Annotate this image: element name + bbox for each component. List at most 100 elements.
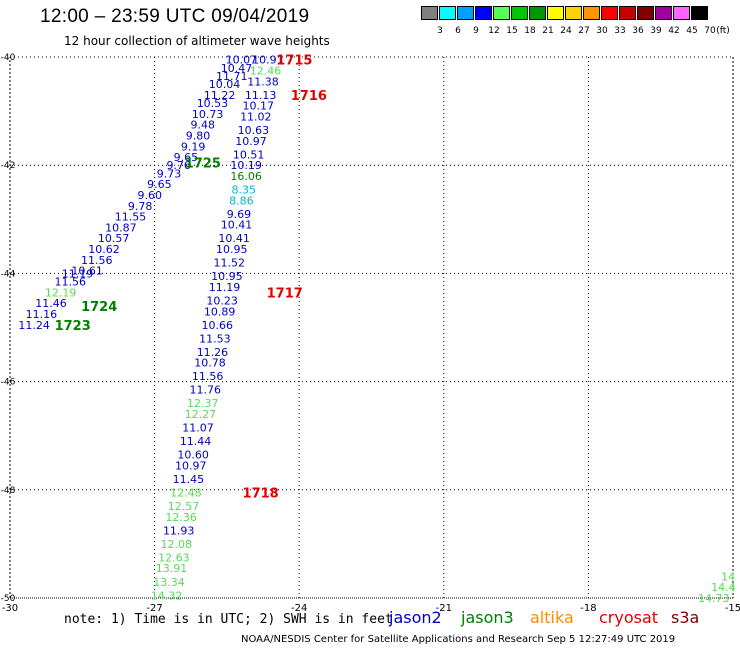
color-swatch-36 <box>619 6 636 20</box>
color-swatch-24 <box>547 6 564 20</box>
wave-height-value: 13.34 <box>153 576 185 589</box>
wave-height-value: 10.17 <box>242 100 274 113</box>
wave-height-value: 10.63 <box>238 124 270 137</box>
map-title: 12:00 – 23:59 UTC 09/04/2019 <box>40 6 310 27</box>
legend-item-s3a: s3a <box>671 608 700 627</box>
color-scale-label: 18 <box>524 26 536 36</box>
wave-height-value: 11.02 <box>240 111 272 124</box>
map-subtitle: 12 hour collection of altimeter wave hei… <box>64 34 330 48</box>
color-swatch-21 <box>529 6 546 20</box>
color-scale-label: 12 <box>488 26 500 36</box>
color-swatch-39 <box>637 6 654 20</box>
color-swatch-6 <box>439 6 456 20</box>
color-scale-label: 30 <box>596 26 608 36</box>
color-scale-label: 39 <box>650 26 662 36</box>
wave-height-value: 12.19 <box>45 286 77 299</box>
wave-height-value: 11.76 <box>189 384 221 397</box>
pass-time-label: 1718 <box>243 487 279 502</box>
color-scale-label: 6 <box>455 26 461 36</box>
wave-height-value: 10.97 <box>175 459 207 472</box>
map-frame <box>9 56 734 599</box>
pass-time-label: 1723 <box>55 319 91 334</box>
lon-tick-label: -24 <box>291 603 307 614</box>
color-swatch-45 <box>673 6 690 20</box>
wave-height-value: 9.65 <box>147 178 172 191</box>
wave-height-value: 10.04 <box>209 78 241 91</box>
lat-tick-label: -40 <box>1 53 16 63</box>
color-scale-label: 70 <box>704 26 716 36</box>
lat-tick-label: -42 <box>1 161 16 171</box>
wave-height-value: 10.51 <box>233 148 265 161</box>
wave-height-value: 10.95 <box>211 270 243 283</box>
wave-height-value: 12.63 <box>158 551 190 564</box>
wave-height-value: 9.80 <box>186 129 211 142</box>
wave-height-value: 12.27 <box>185 408 217 421</box>
wave-height-value: 10.57 <box>98 232 130 245</box>
lat-tick-label: -48 <box>1 486 16 496</box>
wave-height-value: 10.07 <box>226 54 258 67</box>
color-swatch-27 <box>565 6 582 20</box>
pass-time-label: 1716 <box>291 89 327 104</box>
color-swatch-3 <box>421 6 438 20</box>
wave-height-value: 11.26 <box>197 346 229 359</box>
wave-height-value: 9.76 <box>166 159 191 172</box>
wave-height-value: 12.36 <box>165 511 197 524</box>
legend-item-jason2: jason2 <box>389 608 442 627</box>
wave-height-value: 9.65 <box>174 151 199 164</box>
color-swatch-12 <box>475 6 492 20</box>
lat-tick-label: -44 <box>1 269 16 279</box>
wave-height-value: 12.37 <box>187 397 219 410</box>
color-scale-unit: (ft) <box>716 26 730 36</box>
legend-item-cryosat: cryosat <box>599 608 659 627</box>
color-swatch-15 <box>493 6 510 20</box>
wave-height-value: 11.46 <box>35 297 67 310</box>
wave-height-value: 10.97 <box>235 135 267 148</box>
wave-height-value: 10.23 <box>206 294 238 307</box>
footnote: note: 1) Time is in UTC; 2) SWH is in fe… <box>64 612 393 627</box>
wave-height-value: 9.60 <box>138 189 163 202</box>
color-scale-label: 42 <box>668 26 680 36</box>
pass-time-label: 1715 <box>276 54 312 69</box>
color-swatch-30 <box>583 6 600 20</box>
lat-tick-label: -46 <box>1 378 16 388</box>
lon-tick-label: -15 <box>725 603 740 614</box>
color-swatch-42 <box>655 6 672 20</box>
wave-height-value: 10.78 <box>194 357 226 370</box>
color-scale-label: 36 <box>632 26 644 36</box>
wave-height-value: 10.62 <box>88 243 120 256</box>
color-swatch-9 <box>457 6 474 20</box>
wave-height-value: 9.69 <box>227 208 252 221</box>
wave-height-value: 12.57 <box>168 500 200 513</box>
wave-height-value: 10.41 <box>221 219 253 232</box>
color-scale-label: 27 <box>578 26 590 36</box>
legend-item-jason3: jason3 <box>461 608 514 627</box>
wave-height-value: 10.91 <box>252 54 284 67</box>
wave-height-value: 12.48 <box>170 487 202 500</box>
wave-height-value: 9.73 <box>157 167 182 180</box>
wave-height-value: 10.66 <box>202 319 234 332</box>
color-swatch-18 <box>511 6 528 20</box>
wave-height-value: 11.44 <box>180 435 212 448</box>
pass-time-label: 1725 <box>185 156 221 171</box>
wave-height-value: 10.60 <box>177 449 209 462</box>
lon-tick-label: -21 <box>436 603 452 614</box>
wave-height-value: 13.91 <box>156 562 188 575</box>
wave-height-value: 11.19 <box>62 267 94 280</box>
color-scale-label: 33 <box>614 26 626 36</box>
wave-height-value: 8.35 <box>232 184 257 197</box>
wave-height-value: 12.46 <box>250 65 282 78</box>
wave-height-value: 11.53 <box>199 332 231 345</box>
wave-height-value: 16.06 <box>230 170 262 183</box>
lat-tick-label: -50 <box>1 594 16 604</box>
lon-tick-label: -18 <box>580 603 596 614</box>
wave-height-value: 14.73 <box>698 592 730 605</box>
color-swatch-33 <box>601 6 618 20</box>
color-scale-label: 45 <box>686 26 698 36</box>
wave-height-value: 14.4 <box>711 581 736 594</box>
wave-height-value: 12.08 <box>161 538 193 551</box>
wave-height-value: 11.38 <box>247 75 279 88</box>
wave-height-value: 11.93 <box>163 524 195 537</box>
wave-height-value: 10.73 <box>192 108 224 121</box>
wave-height-value: 11.07 <box>182 422 214 435</box>
